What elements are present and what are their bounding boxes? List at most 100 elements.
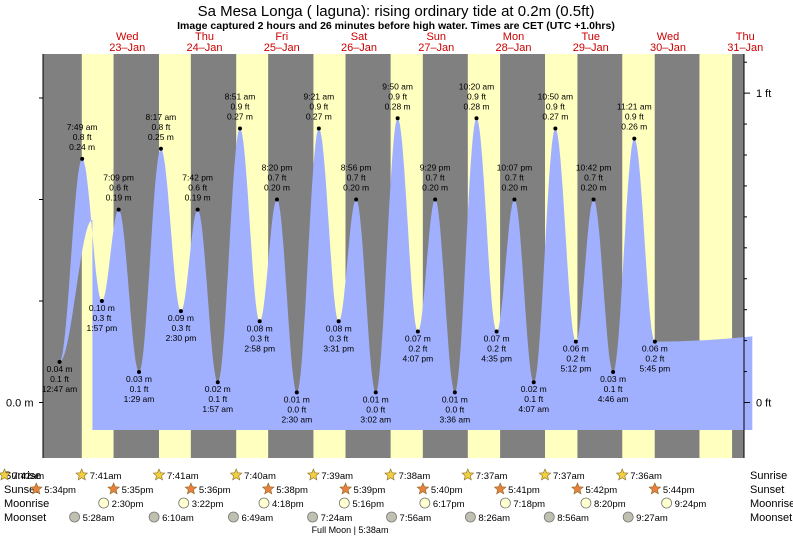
tide-time-label: 1:57 pm (87, 323, 118, 333)
tide-time-label: 7:42 pm (182, 173, 213, 183)
tide-point (336, 319, 341, 324)
moonset-time: 9:27am (636, 513, 668, 524)
sunrise-time: 7:38am (399, 471, 431, 482)
tide-m-label: 0.01 m (284, 394, 310, 404)
tide-ft-label: 0.8 ft (73, 132, 93, 142)
sunset-time: 5:44pm (663, 485, 695, 496)
moonrise-icon (499, 497, 511, 509)
tide-time-label: 4:46 am (598, 394, 629, 404)
tide-m-label: 0.20 m (501, 183, 527, 193)
sunrise-icon (538, 468, 552, 481)
sunrise-time: 7:37am (476, 471, 508, 482)
moonrise-time: 3:22pm (192, 499, 224, 510)
tide-time-label: 2:58 pm (244, 343, 275, 353)
right-axis-label: 1 ft (756, 88, 771, 100)
tide-ft-label: 0.1 ft (208, 394, 228, 404)
tide-ft-label: 0.7 ft (347, 173, 367, 183)
tide-ft-label: 0.1 ft (130, 384, 150, 394)
day-name: Wed (116, 31, 138, 43)
sunset-icon (339, 482, 353, 495)
tide-m-label: 0.06 m (642, 344, 668, 354)
tide-point (415, 329, 420, 334)
tide-point (611, 370, 616, 375)
tide-time-label: 1:29 am (124, 394, 155, 404)
sunrise-row-label-right: Sunrise (750, 470, 787, 482)
tide-m-label: 0.28 m (464, 101, 490, 111)
tide-m-label: 0.19 m (185, 193, 211, 203)
tide-ft-label: 0.2 ft (566, 354, 586, 364)
sunrise-icon (75, 468, 89, 481)
tide-ft-label: 0.0 ft (366, 404, 386, 414)
tide-m-label: 0.25 m (148, 132, 174, 142)
day-date: 28–Jan (495, 42, 531, 54)
moonset-icon (307, 511, 318, 523)
tide-time-label: 10:20 am (459, 81, 494, 91)
day-name: Sat (351, 31, 368, 43)
tide-m-label: 0.27 m (227, 111, 253, 121)
tide-point (512, 197, 517, 202)
tide-point (632, 136, 637, 141)
tide-time-label: 3:31 pm (323, 343, 354, 353)
tide-time-label: 7:49 am (67, 122, 98, 132)
moonset-icon (228, 511, 239, 523)
moonrise-time: 9:24pm (675, 499, 707, 510)
tide-time-label: 9:21 am (303, 91, 334, 101)
left-axis-label: 0.0 m (6, 398, 34, 410)
tide-point (137, 370, 142, 375)
day-date: 25–Jan (264, 42, 300, 54)
moonset-icon (69, 511, 80, 523)
tide-m-label: 0.26 m (621, 122, 647, 132)
tide-ft-label: 0.1 ft (604, 384, 624, 394)
tide-m-label: 0.06 m (563, 344, 589, 354)
tide-point (158, 146, 163, 151)
tide-m-label: 0.24 m (69, 142, 95, 152)
moonset-time: 6:49am (241, 513, 273, 524)
tide-point (57, 359, 62, 364)
sunset-icon (648, 482, 662, 495)
sunset-icon (29, 482, 43, 495)
moonrise-time: 7:18pm (513, 499, 545, 510)
tide-point (553, 126, 558, 131)
sunrise-icon (0, 468, 11, 481)
moonrise-icon (580, 497, 592, 509)
tide-point (215, 380, 220, 385)
sunrise-time: 7:39am (321, 471, 353, 482)
moonrise-time: 2:30pm (112, 499, 144, 510)
tide-m-label: 0.08 m (247, 323, 273, 333)
sunrise-icon (461, 468, 475, 481)
tide-time-label: 9:29 pm (420, 163, 451, 173)
tide-time-label: 4:35 pm (481, 353, 512, 363)
moonset-time: 8:26am (478, 513, 510, 524)
moonset-time: 5:28am (83, 513, 115, 524)
tide-m-label: 0.04 m (47, 364, 73, 374)
sunset-time: 5:39pm (354, 485, 386, 496)
sunrise-time: 7:37am (553, 471, 585, 482)
tide-time-label: 8:51 am (225, 91, 256, 101)
tide-ft-label: 0.3 ft (329, 333, 349, 343)
tide-ft-label: 0.2 ft (645, 354, 665, 364)
moonrise-time: 6:17pm (433, 499, 465, 510)
moonrise-row-label-left: Moonrise (4, 498, 49, 510)
sunset-time: 5:36pm (199, 485, 231, 496)
day-date: 30–Jan (650, 42, 686, 54)
tide-point (573, 339, 578, 344)
tide-point (354, 197, 359, 202)
tide-time-label: 1:57 am (202, 404, 233, 414)
tide-point (294, 390, 299, 395)
moonrise-icon (661, 497, 673, 509)
sunset-time: 5:35pm (122, 485, 154, 496)
tide-point (452, 390, 457, 395)
moonset-icon (464, 511, 476, 523)
sunset-time: 5:40pm (431, 485, 463, 496)
tide-ft-label: 0.2 ft (487, 343, 507, 353)
tide-point (116, 207, 121, 212)
sunset-time: 5:38pm (276, 485, 308, 496)
day-date: 24–Jan (186, 42, 222, 54)
sunrise-icon (384, 468, 398, 481)
tide-ft-label: 0.3 ft (250, 333, 270, 343)
moonrise-icon (258, 497, 270, 509)
moonset-icon (148, 511, 160, 523)
